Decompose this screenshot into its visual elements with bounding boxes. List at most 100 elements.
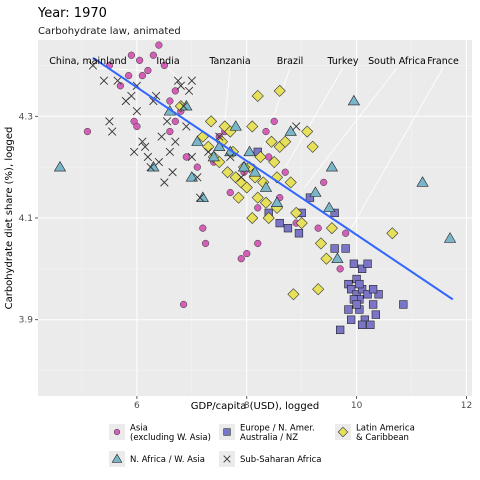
- diamond-point: [284, 176, 297, 189]
- cross-point: [107, 127, 117, 136]
- legend-label-line: Sub-Saharan Africa: [240, 455, 321, 465]
- circle-point: [262, 127, 270, 136]
- cross-stroke: [132, 107, 142, 116]
- cross-stroke: [88, 61, 98, 70]
- square-point: [368, 300, 378, 309]
- cross-stroke: [105, 117, 114, 126]
- cross-stroke: [187, 76, 196, 85]
- cross-stroke: [184, 86, 194, 96]
- circle-point: [160, 61, 168, 70]
- triangle-point: [443, 232, 457, 243]
- cross-stroke: [193, 173, 202, 182]
- annotation-leader-line: [224, 67, 231, 122]
- y-tick-label: 3.9: [19, 316, 34, 326]
- diamond-point: [251, 89, 264, 102]
- square-point: [371, 310, 381, 319]
- cross-stroke: [99, 76, 109, 85]
- cross-stroke: [215, 132, 224, 141]
- legend-label: Europe / N. Amer. Australia / NZ: [240, 424, 315, 444]
- circle-point: [182, 153, 190, 161]
- cross-point: [204, 147, 213, 157]
- cross-point: [187, 152, 196, 162]
- circle-point: [127, 51, 136, 59]
- y-tick-label: 4.1: [19, 214, 33, 224]
- circle-point: [179, 300, 188, 309]
- triangle-point: [284, 125, 297, 136]
- square-point: [336, 325, 345, 335]
- circle-point: [136, 56, 144, 64]
- square-point: [305, 193, 315, 202]
- square-point: [399, 300, 408, 309]
- cross-stroke: [143, 152, 153, 162]
- annotation-leader-line: [350, 67, 444, 229]
- cross-point: [88, 61, 98, 70]
- cross-stroke: [204, 147, 213, 157]
- y-axis-label: Carbohydrate diet share (%), logged: [4, 127, 15, 310]
- y-tick-label: 4.3: [19, 112, 33, 122]
- cross-point: [187, 76, 196, 85]
- cross-point: [154, 157, 164, 167]
- circle-point: [243, 249, 251, 258]
- square-point: [374, 290, 383, 299]
- triangle-point: [347, 94, 361, 106]
- cross-stroke: [292, 122, 301, 131]
- cross-point: [193, 173, 202, 182]
- cross-point: [105, 117, 114, 126]
- triangle-point: [180, 99, 193, 111]
- diamond-point: [262, 211, 275, 225]
- square-point: [363, 259, 372, 268]
- square-point: [223, 428, 231, 436]
- square-point: [363, 290, 372, 299]
- circle-point: [237, 255, 245, 263]
- cross-point: [129, 147, 139, 157]
- cross-point: [179, 101, 188, 111]
- cross-stroke: [107, 127, 117, 136]
- diamond-point: [246, 211, 259, 225]
- annotation-label: China, mainland: [49, 56, 126, 67]
- cross-stroke: [226, 152, 235, 162]
- diamond-point: [251, 191, 264, 204]
- cross-stroke: [237, 173, 246, 182]
- diamond-point: [240, 181, 253, 194]
- annotation-leader-line: [167, 67, 195, 97]
- annotation-label: Turkey: [327, 56, 359, 67]
- cross-stroke: [138, 137, 147, 146]
- circle-point: [336, 265, 344, 273]
- circle-point: [125, 71, 133, 80]
- cross-point: [173, 76, 183, 85]
- triangle-point: [323, 201, 336, 213]
- cross-point: [165, 147, 175, 157]
- triangle-point: [331, 252, 344, 263]
- diamond-point: [279, 135, 292, 148]
- diamond-point: [306, 140, 319, 153]
- triangle-point: [196, 191, 209, 202]
- triangle-point: [207, 150, 220, 162]
- triangle-point: [185, 171, 198, 182]
- triangle-point: [325, 160, 339, 172]
- legend-item: N. Africa / W. Asia: [109, 451, 205, 467]
- square-point: [344, 305, 353, 314]
- cross-point: [162, 117, 172, 126]
- diamond-point: [232, 191, 245, 204]
- legend: Asia (excluding W. Asia) Europe / N. Amer.…: [109, 424, 415, 467]
- diamond-point: [386, 227, 399, 240]
- triangle-point: [147, 160, 160, 172]
- cross-stroke: [132, 81, 142, 90]
- legend-label-line: Europe / N. Amer.: [240, 424, 315, 434]
- data-points: [53, 41, 457, 335]
- diamond-point: [254, 150, 267, 163]
- diamond-point: [312, 283, 325, 296]
- legend-label-line: N. Africa / W. Asia: [130, 455, 205, 465]
- circle-point: [166, 127, 174, 136]
- annotation-leader-line: [87, 67, 148, 71]
- annotation-label: Brazil: [277, 56, 304, 67]
- square-point: [357, 264, 367, 274]
- triangle-point: [53, 160, 67, 172]
- circle-point: [314, 224, 322, 232]
- cross-point: [132, 107, 142, 116]
- cross-point: [184, 86, 194, 96]
- legend-label-line: Latin America: [356, 424, 415, 434]
- diamond-point: [268, 156, 281, 169]
- cross-stroke: [176, 81, 186, 90]
